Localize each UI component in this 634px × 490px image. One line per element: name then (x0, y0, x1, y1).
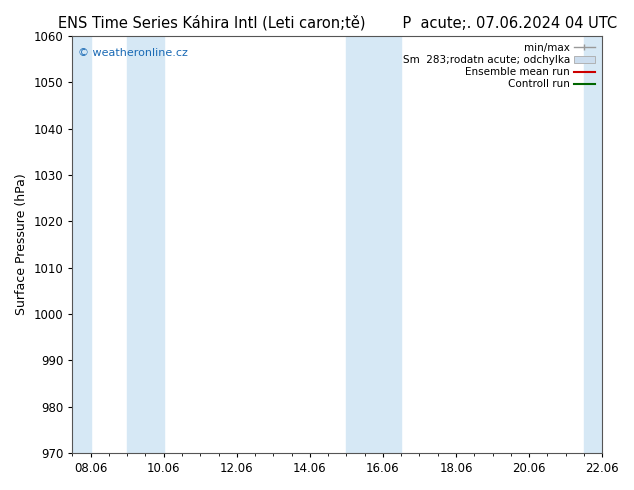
Bar (346, 36, 401, 453)
Bar (72, 36, 91, 453)
Text: © weatheronline.cz: © weatheronline.cz (77, 49, 188, 58)
Legend: min/max, Sm  283;rodatn acute; odchylka, Ensemble mean run, Controll run: min/max, Sm 283;rodatn acute; odchylka, … (401, 41, 597, 92)
Y-axis label: Surface Pressure (hPa): Surface Pressure (hPa) (15, 173, 28, 315)
Title: ENS Time Series Káhira Intl (Leti caron;tě)        P  acute;. 07.06.2024 04 UTC: ENS Time Series Káhira Intl (Leti caron;… (58, 15, 617, 30)
Bar (127, 36, 164, 453)
Bar (584, 36, 602, 453)
